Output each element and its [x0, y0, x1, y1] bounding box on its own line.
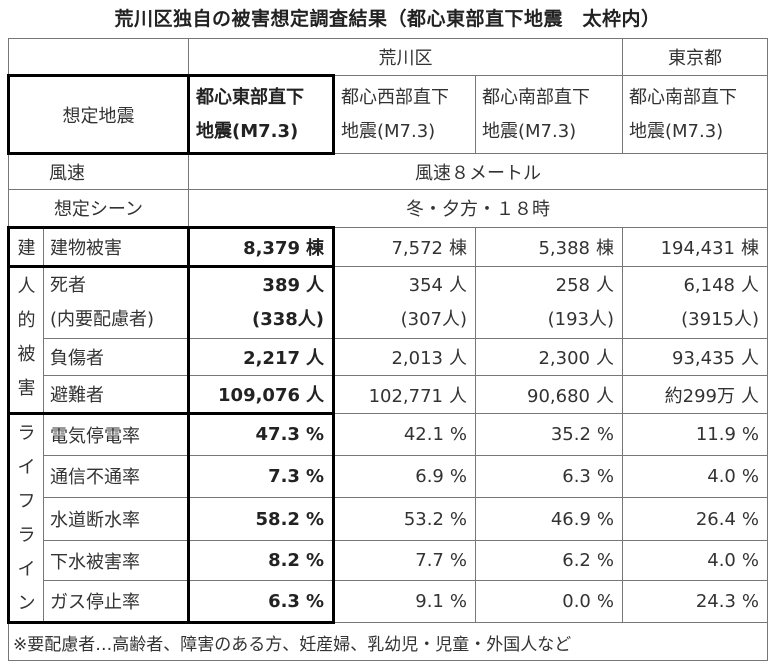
death-row: 人的 被害 死者 (内要配慮者) 389 人 (338人) 354 人 (307人) …	[7, 266, 768, 415]
injured-row: 負傷者 2,217 人 2,013 人 2,300 人 93,435 人	[9, 338, 768, 376]
sewer-label: 下水被害率	[43, 539, 189, 582]
power-value-1: 42.1%	[333, 413, 476, 456]
injured-value-0: 2,217 人	[187, 338, 335, 376]
telecom-row: 通信不通率 7.3% 6.9% 6.3% 4.0%	[9, 454, 768, 499]
evacuee-value-0: 109,076 人	[187, 375, 335, 415]
quake-label: 想定地震	[7, 74, 189, 155]
water-value-1: 53.2%	[333, 497, 476, 541]
water-value-0: 58.2%	[187, 497, 335, 541]
water-value-3: 26.4%	[622, 497, 768, 541]
telecom-value-3: 4.0%	[622, 454, 768, 499]
evacuee-value-1: 102,771 人	[333, 375, 476, 414]
corner-cell	[8, 38, 189, 76]
footnote: ※要配慮者…高齢者、障害のある方、妊産婦、乳幼児・児童・外国人など	[8, 622, 768, 661]
injured-label: 負傷者	[43, 338, 189, 376]
quake-3: 都心南部直下 地震(M7.3)	[622, 75, 768, 154]
evacuee-label: 避難者	[43, 375, 189, 415]
gas-value-1: 9.1%	[333, 580, 476, 623]
scene-value: 冬・夕方・１８時	[188, 189, 768, 228]
building-row: 建 建物被害 8,379 棟 7,572 棟 5,388 棟 194,431 棟	[7, 226, 768, 268]
sewer-value-2: 6.2%	[475, 539, 623, 582]
gas-label: ガス停止率	[43, 580, 189, 624]
sewer-value-1: 7.7%	[333, 539, 476, 582]
quake-0: 都心東部直下 地震(M7.3)	[187, 74, 335, 155]
category-lifeline: ライ フラ イン	[7, 413, 44, 624]
evacuee-value-2: 90,680 人	[475, 375, 623, 414]
water-value-2: 46.9%	[475, 497, 623, 541]
category-building: 建	[7, 226, 44, 268]
injured-value-2: 2,300 人	[475, 338, 623, 376]
evacuee-row: 避難者 109,076 人 102,771 人 90,680 人 約299万人	[9, 375, 768, 415]
gas-row: ガス停止率 6.3% 9.1% 0.0% 24.3%	[9, 580, 768, 624]
wind-value: 風速８メートル	[188, 153, 768, 190]
power-value-2: 35.2%	[475, 413, 623, 456]
building-value-3: 194,431 棟	[622, 227, 768, 267]
water-label: 水道断水率	[43, 497, 189, 541]
quake-header-row: 想定地震 都心東部直下 地震(M7.3) 都心西部直下 地震(M7.3) 都心南…	[7, 74, 768, 155]
group-arakawa: 荒川区	[188, 38, 623, 76]
group-tokyo: 東京都	[622, 38, 768, 76]
power-row: ライ フラ イン 電気停電率 47.3% 42.1% 35.2% 11.9%	[7, 413, 768, 624]
death-value-2: 258 人 (193人)	[475, 266, 623, 339]
gas-value-3: 24.3%	[622, 580, 768, 623]
scene-label: 想定シーン	[8, 189, 189, 228]
group-header-row: 荒川区 東京都	[8, 38, 768, 76]
gas-value-2: 0.0%	[475, 580, 623, 623]
building-label: 建物被害	[43, 226, 189, 268]
power-value-3: 11.9%	[622, 413, 768, 456]
death-value-3: 6,148 人 (3915人)	[622, 266, 768, 339]
building-value-2: 5,388 棟	[475, 227, 623, 267]
quake-2: 都心南部直下 地震(M7.3)	[475, 75, 623, 154]
sewer-value-3: 4.0%	[622, 539, 768, 582]
gas-value-0: 6.3%	[187, 580, 335, 624]
evacuee-value-3: 約299万人	[622, 375, 768, 414]
sewer-value-0: 8.2%	[187, 539, 335, 582]
wind-label: 風速	[8, 153, 189, 190]
telecom-value-2: 6.3%	[475, 454, 623, 499]
building-value-0: 8,379 棟	[187, 226, 335, 268]
category-human: 人的 被害	[7, 266, 44, 415]
sewer-row: 下水被害率 8.2% 7.7% 6.2% 4.0%	[9, 539, 768, 582]
water-row: 水道断水率 58.2% 53.2% 46.9% 26.4%	[9, 497, 768, 541]
power-value-0: 47.3%	[187, 413, 335, 456]
injured-value-3: 93,435 人	[622, 338, 768, 376]
wind-row: 風速 風速８メートル	[8, 153, 768, 190]
damage-table: 荒川区 東京都 想定地震 都心東部直下 地震(M7.3) 都心西部直下 地震(M…	[7, 38, 768, 661]
injured-value-1: 2,013 人	[333, 338, 476, 376]
death-label: 死者 (内要配慮者)	[43, 266, 189, 339]
note-row: ※要配慮者…高齢者、障害のある方、妊産婦、乳幼児・児童・外国人など	[8, 622, 768, 661]
quake-1: 都心西部直下 地震(M7.3)	[333, 75, 476, 154]
scene-row: 想定シーン 冬・夕方・１８時	[8, 189, 768, 228]
telecom-value-1: 6.9%	[333, 454, 476, 499]
telecom-value-0: 7.3%	[187, 454, 335, 499]
death-value-1: 354 人 (307人)	[333, 266, 476, 339]
death-value-0: 389 人 (338人)	[187, 266, 335, 339]
building-value-1: 7,572 棟	[333, 227, 476, 267]
page-title: 荒川区独自の被害想定調査結果（都心東部直下地震 太枠内）	[114, 8, 661, 30]
power-label: 電気停電率	[43, 413, 189, 456]
telecom-label: 通信不通率	[43, 454, 189, 499]
